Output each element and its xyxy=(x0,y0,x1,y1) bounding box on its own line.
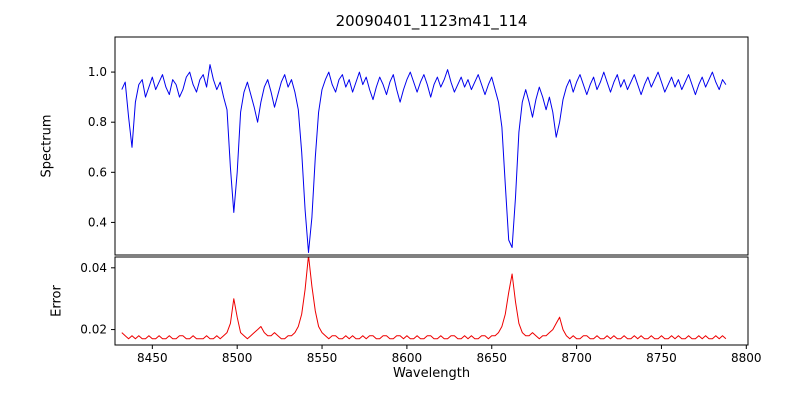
spectrum-axis-label: Spectrum xyxy=(39,114,55,178)
error-line xyxy=(121,257,727,340)
spectrum-y-tick-label: 0.4 xyxy=(88,215,107,229)
error-axis-label: Error xyxy=(49,285,65,317)
x-tick-label: 8700 xyxy=(561,351,592,365)
error-y-tick-label: 0.02 xyxy=(80,323,107,337)
spectrum-y-tick-label: 1.0 xyxy=(88,65,107,79)
x-tick-label: 8550 xyxy=(307,351,338,365)
error-y-tick-label: 0.04 xyxy=(80,261,107,275)
x-tick-label: 8650 xyxy=(476,351,507,365)
x-tick-label: 8500 xyxy=(222,351,253,365)
x-tick-label: 8800 xyxy=(731,351,762,365)
x-axis-label: Wavelength xyxy=(392,366,471,381)
error-panel-frame xyxy=(114,256,749,346)
x-tick-label: 8600 xyxy=(392,351,423,365)
x-tick-label: 8450 xyxy=(137,351,168,365)
spectrum-panel-frame xyxy=(114,36,749,256)
chart-title: 20090401_1123m41_114 xyxy=(335,12,528,30)
x-tick-label: 8750 xyxy=(646,351,677,365)
spectrum-line xyxy=(121,64,727,253)
spectrum-y-tick-label: 0.6 xyxy=(88,165,107,179)
spectrum-y-tick-label: 0.8 xyxy=(88,115,107,129)
